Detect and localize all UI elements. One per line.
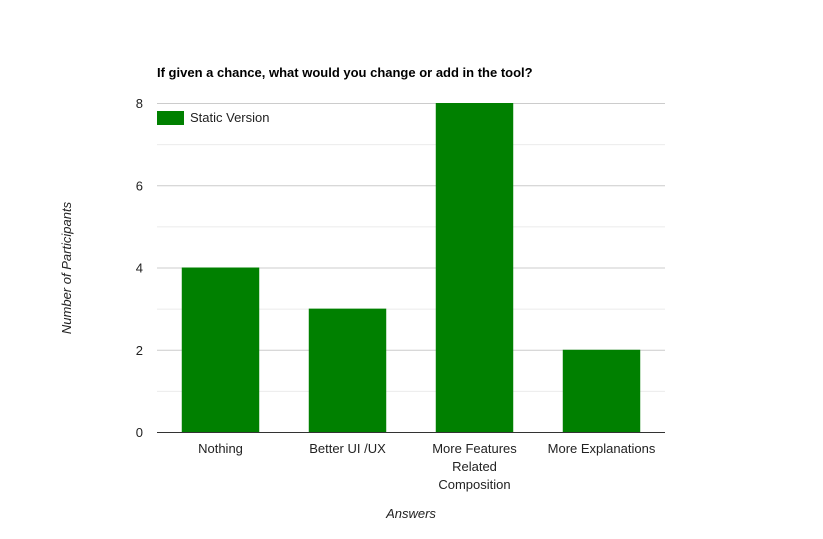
y-tick-label: 8 xyxy=(136,96,143,111)
bar xyxy=(181,267,260,432)
bar xyxy=(562,349,641,432)
y-tick-label: 4 xyxy=(136,261,143,276)
x-axis-title: Answers xyxy=(385,506,436,521)
legend: Static Version xyxy=(157,110,270,125)
y-axis-title: Number of Participants xyxy=(59,201,74,334)
x-tick-label-line: Related xyxy=(452,459,497,474)
x-tick-label-line: Better UI /UX xyxy=(309,441,386,456)
bar xyxy=(308,308,387,432)
x-tick-label: Better UI /UX xyxy=(309,441,386,456)
bar xyxy=(435,103,514,432)
x-tick-label-line: Nothing xyxy=(198,441,243,456)
labels: 0 2 4 6 8 Nothing Better UI /UX More Features Re… xyxy=(136,96,656,492)
legend-swatch xyxy=(157,111,184,125)
y-tick-label: 6 xyxy=(136,178,143,193)
x-tick-label: More Features Related Composition xyxy=(432,441,517,492)
y-tick-label: 0 xyxy=(136,425,143,440)
x-tick-label-line: More Explanations xyxy=(548,441,656,456)
y-tick-label: 2 xyxy=(136,343,143,358)
x-tick-label: Nothing xyxy=(198,441,243,456)
x-tick-label: More Explanations xyxy=(548,441,656,456)
legend-label: Static Version xyxy=(190,110,270,125)
bars xyxy=(181,103,641,432)
x-tick-label-line: Composition xyxy=(438,477,510,492)
x-tick-label-line: More Features xyxy=(432,441,517,456)
chart-title: If given a chance, what would you change… xyxy=(157,65,533,80)
